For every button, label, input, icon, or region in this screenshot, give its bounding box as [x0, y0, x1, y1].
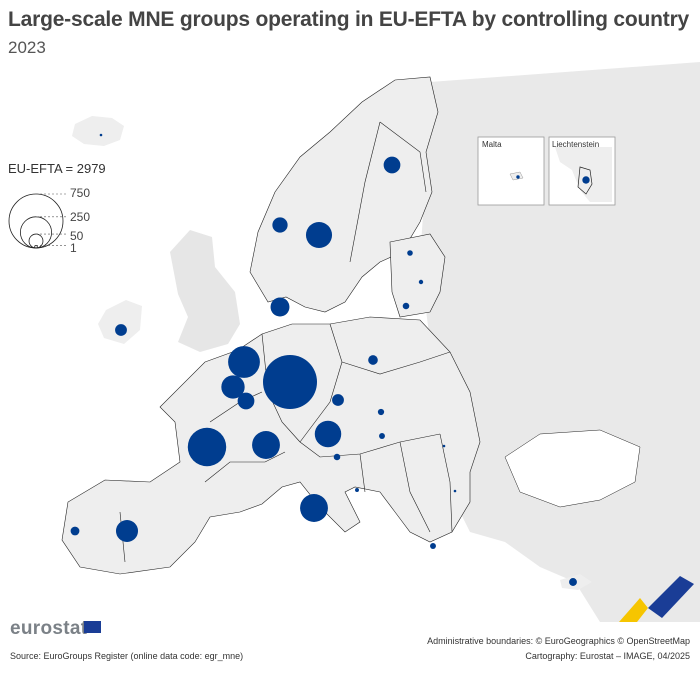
- bubble-italy: [300, 494, 328, 522]
- map-title: Large-scale MNE groups operating in EU-E…: [8, 8, 690, 31]
- bubble-sweden: [305, 221, 333, 249]
- legend-label-1: 1: [70, 241, 77, 255]
- eurostat-swoosh-blue-icon: [648, 576, 694, 618]
- bubble-germany: [263, 355, 317, 409]
- bubble-france: [187, 427, 227, 467]
- inset-malta-land: [509, 171, 524, 181]
- land-baltics: [389, 233, 446, 318]
- legend-total-label: EU-EFTA = 2979: [8, 161, 106, 176]
- bubble-slovenia: [333, 453, 341, 461]
- bubble-bulgaria: [453, 489, 457, 493]
- bubble-iceland: [99, 133, 103, 137]
- map-subtitle: 2023: [8, 38, 46, 57]
- bubble-croatia: [355, 488, 359, 492]
- inset-malta-frame: [477, 136, 545, 206]
- legend-label-50: 50: [70, 229, 84, 243]
- bubble-austria: [314, 420, 342, 448]
- europe-map: [0, 62, 700, 622]
- cartography-credit: Cartography: Eurostat – IMAGE, 04/2025: [525, 651, 690, 661]
- bubble-latvia: [418, 279, 424, 285]
- bubble-belgium: [221, 375, 245, 399]
- bubble-denmark: [270, 297, 290, 317]
- bubble-spain: [115, 519, 139, 543]
- bubble-luxembourg: [237, 392, 255, 410]
- bubble-norway: [272, 217, 288, 233]
- bubble-poland: [368, 355, 378, 365]
- legend-circles: [8, 193, 68, 249]
- bubble-hungary: [379, 433, 385, 439]
- bubble-malta: [516, 175, 520, 179]
- legend-label-750: 750: [70, 186, 91, 200]
- eu-flag-icon: [84, 621, 101, 633]
- bubble-liechtenstein: [582, 176, 590, 184]
- inset-liechtenstein-label: Liechtenstein: [552, 140, 600, 149]
- land-britain: [170, 230, 240, 352]
- bubble-czechia: [332, 394, 344, 406]
- bubble-finland: [383, 156, 401, 174]
- bubble-cyprus: [569, 578, 577, 586]
- bubble-netherlands: [228, 346, 260, 378]
- eurostat-logo: eurostat: [10, 618, 88, 639]
- bubble-slovakia: [377, 408, 385, 416]
- bubble-greece: [430, 543, 436, 549]
- bubble-portugal: [70, 526, 80, 536]
- boundaries-credit: Administrative boundaries: © EuroGeograp…: [427, 636, 690, 646]
- legend-label-250: 250: [70, 210, 91, 224]
- map-area: [0, 62, 700, 622]
- bubble-switzerland: [252, 431, 280, 459]
- bubble-lithuania: [402, 302, 410, 310]
- bubble-estonia: [407, 250, 413, 256]
- source-note: Source: EuroGroups Register (online data…: [10, 651, 244, 661]
- bubble-layer: [70, 133, 590, 586]
- bubble-ireland: [115, 324, 127, 336]
- land-iceland: [72, 116, 124, 146]
- land-ireland: [98, 300, 142, 344]
- inset-malta-label: Malta: [482, 140, 502, 149]
- eurostat-swoosh-icon: [619, 598, 648, 622]
- black-sea: [504, 429, 641, 508]
- bubble-romania: [442, 444, 446, 448]
